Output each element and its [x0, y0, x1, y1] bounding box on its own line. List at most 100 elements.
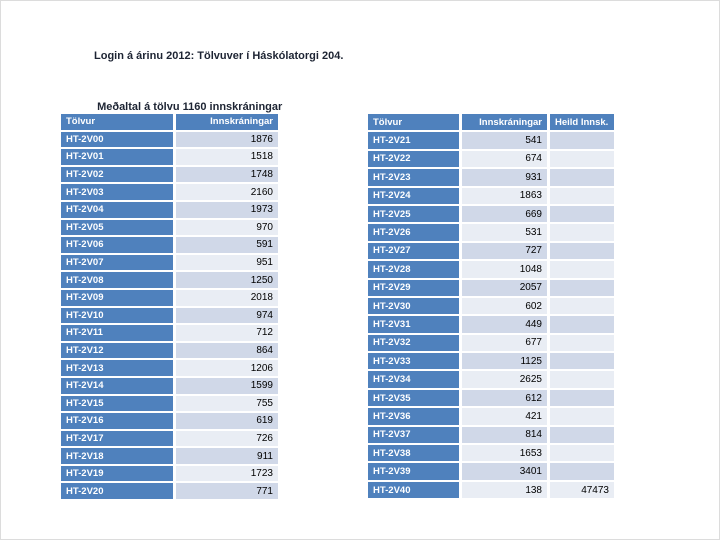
logins-value-cell: 974 — [176, 307, 278, 324]
computer-name-cell: HT-2V29 — [368, 279, 459, 296]
logins-value-cell: 864 — [176, 342, 278, 359]
computer-name-cell: HT-2V06 — [61, 237, 173, 253]
computer-name-cell: HT-2V04 — [61, 201, 173, 218]
computer-name-cell: HT-2V25 — [368, 205, 459, 223]
column-header: Innskráningar — [462, 114, 547, 131]
title-line-1: Login á árinu 2012: Tölvuver í Háskólato… — [94, 50, 344, 62]
column-header: Heild Innsk. — [550, 114, 614, 131]
logins-value-cell: 541 — [462, 132, 547, 149]
computer-name-cell: HT-2V00 — [61, 131, 173, 148]
logins-value-cell: 612 — [462, 389, 547, 407]
logins-value-cell: 771 — [176, 483, 278, 500]
logins-value-cell: 2018 — [176, 289, 278, 306]
logins-value-cell: 1250 — [176, 272, 278, 288]
logins-value-cell: 931 — [462, 169, 547, 186]
logins-value-cell: 1973 — [176, 201, 278, 218]
computer-name-cell: HT-2V38 — [368, 445, 459, 462]
computer-name-cell: HT-2V21 — [368, 132, 459, 149]
total-logins-cell — [550, 150, 614, 168]
computer-name-cell: HT-2V08 — [61, 272, 173, 288]
total-logins-cell — [550, 169, 614, 186]
column-header: Innskráningar — [176, 114, 278, 130]
logins-value-cell: 674 — [462, 150, 547, 168]
logins-value-cell: 755 — [176, 395, 278, 412]
logins-value-cell: 727 — [462, 242, 547, 260]
computer-name-cell: HT-2V30 — [368, 297, 459, 315]
logins-value-cell: 602 — [462, 297, 547, 315]
computer-name-cell: HT-2V07 — [61, 254, 173, 271]
logins-value-cell: 449 — [462, 316, 547, 333]
total-logins-cell — [550, 408, 614, 425]
total-logins-cell — [550, 297, 614, 315]
total-logins-cell — [550, 187, 614, 204]
total-logins-cell — [550, 334, 614, 352]
computer-name-cell: HT-2V17 — [61, 430, 173, 447]
logins-value-cell: 531 — [462, 224, 547, 241]
computer-name-cell: HT-2V11 — [61, 325, 173, 341]
logins-value-cell: 3401 — [462, 463, 547, 480]
computer-name-cell: HT-2V36 — [368, 408, 459, 425]
total-logins-cell — [550, 389, 614, 407]
computer-name-cell: HT-2V15 — [61, 395, 173, 412]
logins-value-cell: 2057 — [462, 279, 547, 296]
total-logins-cell — [550, 463, 614, 480]
computer-name-cell: HT-2V19 — [61, 465, 173, 482]
total-logins-cell — [550, 242, 614, 260]
computer-name-cell: HT-2V40 — [368, 481, 459, 499]
logins-value-cell: 1599 — [176, 377, 278, 394]
logins-value-cell: 1876 — [176, 131, 278, 148]
total-logins-cell — [550, 445, 614, 462]
logins-value-cell: 814 — [462, 426, 547, 444]
total-logins-cell — [550, 205, 614, 223]
column-header: Tölvur — [368, 114, 459, 131]
logins-value-cell: 1518 — [176, 149, 278, 165]
page-title: Login á árinu 2012: Tölvuver í Háskólato… — [94, 14, 343, 150]
computer-name-cell: HT-2V23 — [368, 169, 459, 186]
computer-name-cell: HT-2V13 — [61, 360, 173, 376]
logins-value-cell: 1206 — [176, 360, 278, 376]
logins-table-right: Tölvur Innskráningar Heild Innsk. HT-2V21 54… — [368, 114, 614, 499]
computer-name-cell: HT-2V22 — [368, 150, 459, 168]
title-line-2: Meðaltal á tölvu 1160 innskráningar — [94, 101, 283, 113]
computer-name-cell: HT-2V37 — [368, 426, 459, 444]
computer-name-cell: HT-2V33 — [368, 353, 459, 370]
logins-value-cell: 1048 — [462, 261, 547, 278]
computer-name-cell: HT-2V09 — [61, 289, 173, 306]
computer-name-cell: HT-2V39 — [368, 463, 459, 480]
computer-name-cell: HT-2V10 — [61, 307, 173, 324]
computer-name-cell: HT-2V02 — [61, 166, 173, 183]
computer-name-cell: HT-2V26 — [368, 224, 459, 241]
logins-value-cell: 2625 — [462, 371, 547, 388]
logins-value-cell: 1125 — [462, 353, 547, 370]
computer-name-cell: HT-2V03 — [61, 184, 173, 200]
computer-name-cell: HT-2V05 — [61, 219, 173, 236]
logins-value-cell: 138 — [462, 481, 547, 499]
logins-value-cell: 1748 — [176, 166, 278, 183]
computer-name-cell: HT-2V16 — [61, 413, 173, 429]
logins-value-cell: 970 — [176, 219, 278, 236]
total-logins-cell — [550, 426, 614, 444]
computer-name-cell: HT-2V27 — [368, 242, 459, 260]
logins-value-cell: 911 — [176, 448, 278, 464]
logins-value-cell: 1863 — [462, 187, 547, 204]
computer-name-cell: HT-2V31 — [368, 316, 459, 333]
total-logins-cell — [550, 353, 614, 370]
logins-value-cell: 2160 — [176, 184, 278, 200]
total-logins-cell — [550, 316, 614, 333]
logins-table-left: Tölvur Innskráningar HT-2V00 1876 HT-2V01 151… — [61, 114, 278, 500]
computer-name-cell: HT-2V35 — [368, 389, 459, 407]
logins-value-cell: 677 — [462, 334, 547, 352]
column-header: Tölvur — [61, 114, 173, 130]
computer-name-cell: HT-2V12 — [61, 342, 173, 359]
logins-value-cell: 726 — [176, 430, 278, 447]
computer-name-cell: HT-2V01 — [61, 149, 173, 165]
total-logins-cell — [550, 224, 614, 241]
computer-name-cell: HT-2V18 — [61, 448, 173, 464]
computer-name-cell: HT-2V34 — [368, 371, 459, 388]
logins-value-cell: 712 — [176, 325, 278, 341]
computer-name-cell: HT-2V14 — [61, 377, 173, 394]
computer-name-cell: HT-2V32 — [368, 334, 459, 352]
logins-value-cell: 1723 — [176, 465, 278, 482]
total-logins-cell: 47473 — [550, 481, 614, 499]
